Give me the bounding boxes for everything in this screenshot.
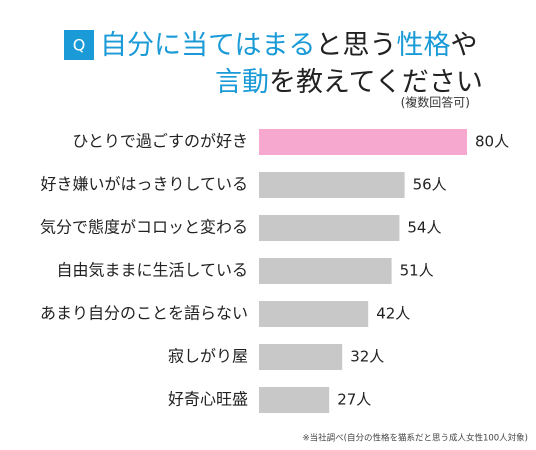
badge-box [64, 30, 94, 60]
category-label: 好き嫌いがはっきりしている [40, 175, 248, 194]
value-label: 42人 [376, 305, 410, 323]
footnote: ※当社調べ(自分の性格を猫系だと思う成人女性100人対象) [303, 433, 528, 444]
category-label: 自由気ままに生活している [56, 261, 248, 280]
value-label: 56人 [413, 176, 447, 194]
value-label: 27人 [337, 391, 371, 409]
chart-title: 自分に当てはまると思う性格や [100, 30, 477, 61]
bar [259, 215, 400, 241]
title-segment: や [450, 30, 477, 61]
value-label: 54人 [407, 219, 441, 237]
category-label: ひとりで過ごすのが好き [72, 132, 248, 151]
bar [259, 129, 467, 155]
title-segment: 言動 [215, 67, 269, 98]
bar [259, 387, 330, 413]
bar [259, 258, 392, 284]
badge-text: Q [73, 36, 86, 55]
value-label: 80人 [475, 133, 509, 151]
category-label: 気分で態度がコロッと変わる [40, 218, 248, 237]
category-label: 好奇心旺盛 [168, 390, 248, 409]
bar [259, 172, 405, 198]
title-segment: 性格 [396, 30, 450, 61]
value-label: 51人 [400, 262, 434, 280]
bar [259, 344, 343, 370]
value-label: 32人 [350, 348, 384, 366]
subtitle: (複数回答可) [401, 95, 470, 110]
bar [259, 301, 369, 327]
title-segment: を教えてください [269, 67, 483, 98]
title-segment: と思う [315, 30, 396, 61]
category-label: あまり自分のことを語らない [40, 304, 248, 323]
chart-title: 言動を教えてください [215, 67, 483, 98]
title-segment: 自分に当てはまる [100, 30, 315, 61]
category-label: 寂しがり屋 [168, 347, 248, 366]
